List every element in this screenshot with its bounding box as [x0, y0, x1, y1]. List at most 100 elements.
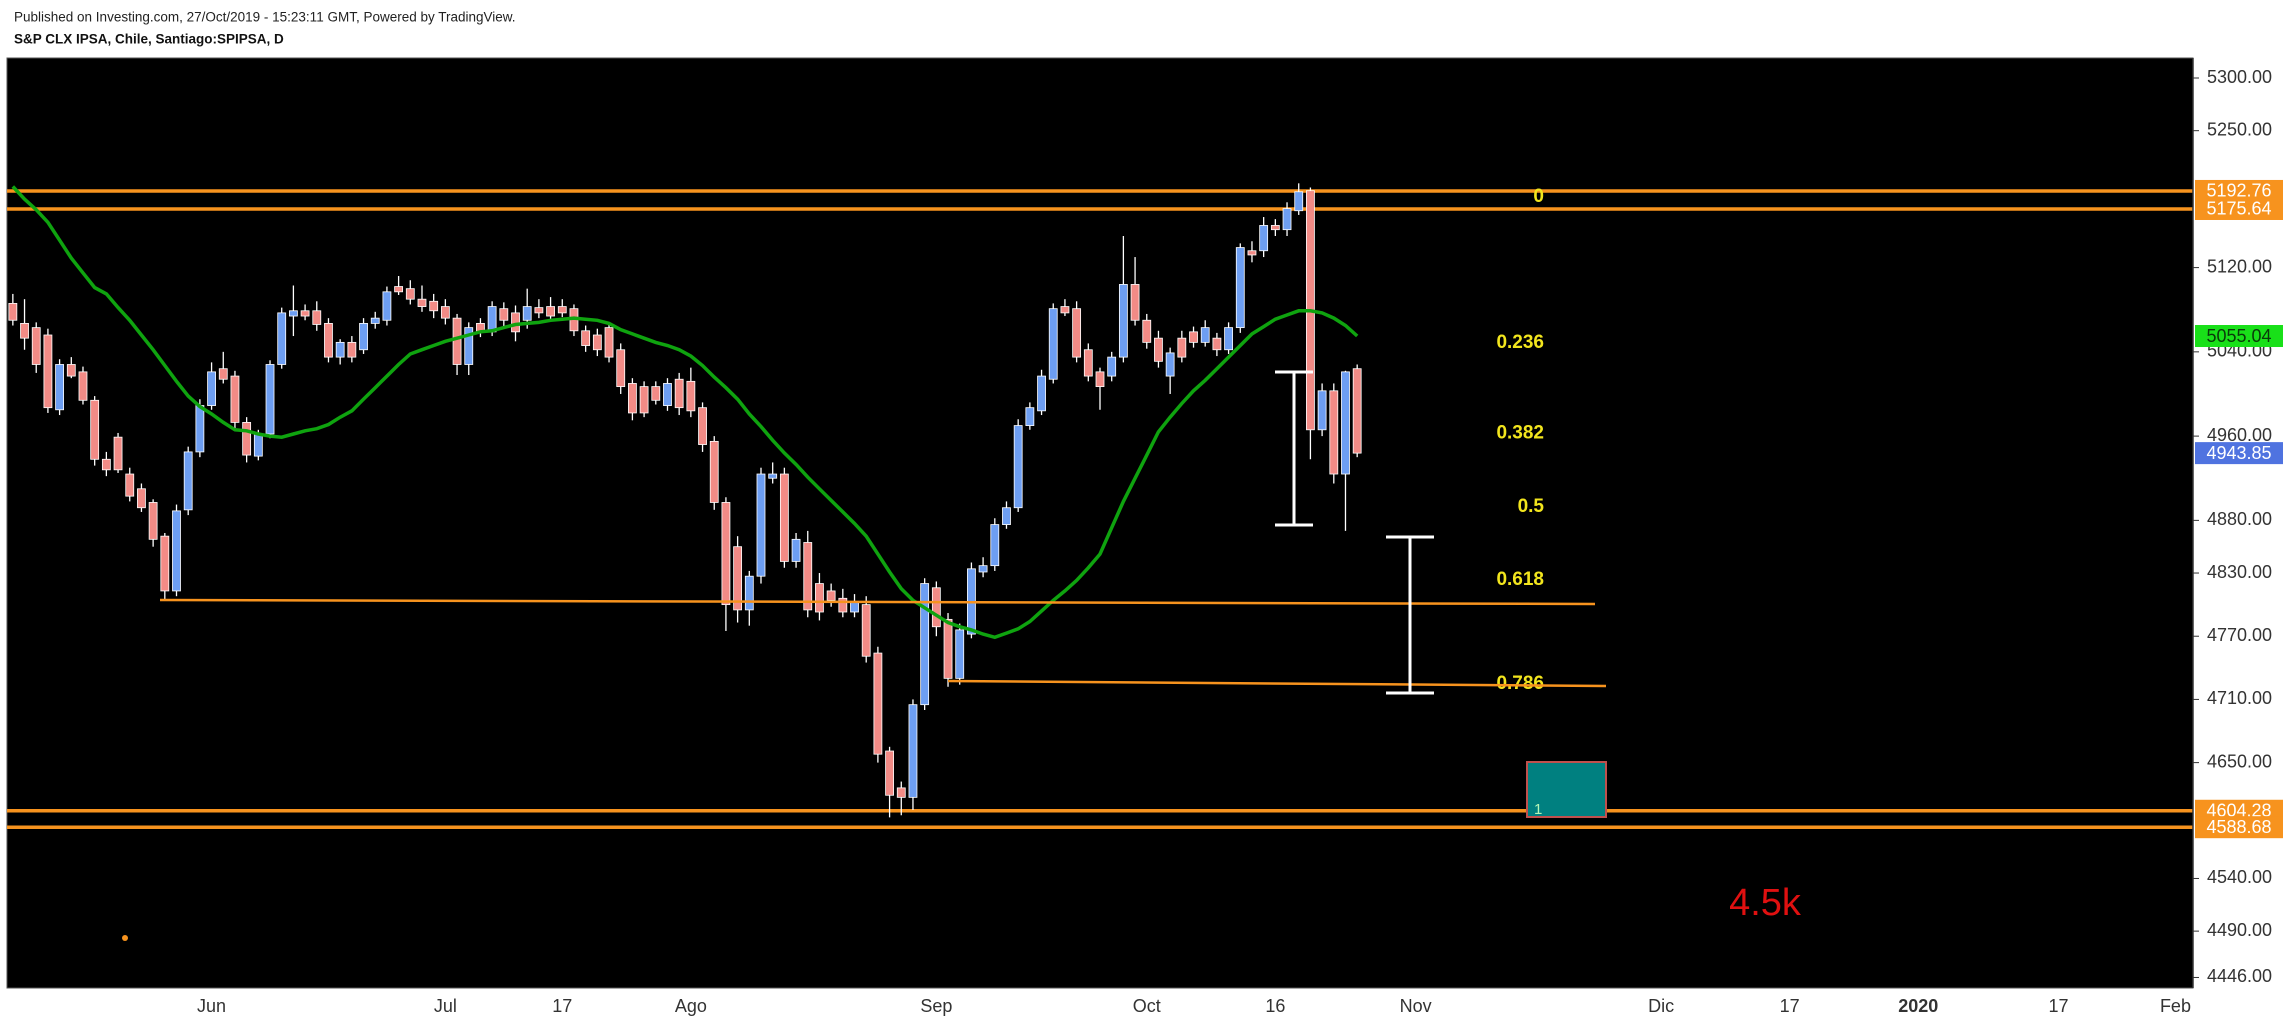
level-price-label-bg [2195, 179, 2283, 202]
candle-body [207, 371, 216, 406]
candle-body [826, 590, 836, 601]
x-tick-label: Oct [1133, 996, 1161, 1016]
candle-body [686, 380, 696, 412]
level-price-label-bg [2195, 197, 2283, 220]
fib-label: 0.236 [1496, 332, 1544, 353]
x-tick-label: 17 [552, 996, 572, 1016]
candle-body [850, 602, 859, 613]
y-tick-label: 5250.00 [2207, 119, 2272, 139]
candle-body [8, 303, 18, 321]
candle-body [1352, 368, 1362, 454]
candle-body [990, 524, 1000, 567]
symbol-title: S&P CLX IPSA, Chile, Santiago:SPIPSA, D [14, 32, 284, 47]
candle-body [1259, 225, 1269, 252]
candle-body [1095, 371, 1105, 388]
candle-body [1154, 337, 1163, 362]
candle-body [429, 300, 439, 312]
y-tick-label: 4540.00 [2207, 867, 2272, 887]
x-tick-label: 16 [1265, 996, 1285, 1016]
candle-body [242, 422, 252, 456]
candle-body [78, 371, 88, 401]
candle-body [709, 440, 719, 503]
candle-body [464, 327, 474, 365]
candle-body [1002, 507, 1011, 525]
time-axis [0, 989, 2288, 1026]
candle-body [43, 334, 53, 409]
fib-label: 0.786 [1496, 673, 1544, 694]
candle-body [943, 618, 953, 679]
last-price-label-bg [2195, 442, 2283, 465]
x-tick-label: Jun [197, 996, 226, 1016]
candle-body [417, 298, 427, 307]
candle-body [1130, 284, 1140, 321]
candle-body [300, 310, 310, 317]
y-tick-label: 4490.00 [2207, 920, 2272, 940]
candle-body [324, 323, 333, 358]
candle-body [1025, 407, 1035, 426]
candle-body [1247, 250, 1257, 256]
candle-body [815, 583, 824, 613]
candle-body [908, 704, 918, 798]
x-tick-label: 17 [2049, 996, 2069, 1016]
candle-body [1212, 337, 1222, 351]
candle-body [195, 405, 205, 453]
candle-body [1013, 425, 1023, 509]
candle-body [885, 750, 894, 796]
x-tick-label: Jul [434, 996, 457, 1016]
candle-body [1224, 327, 1233, 351]
candle-body [452, 317, 462, 365]
candle-body [160, 535, 170, 592]
candle-body [1317, 390, 1327, 431]
x-tick-label: Feb [2160, 996, 2191, 1016]
y-tick-label: 4446.00 [2207, 966, 2272, 986]
candle-body [534, 307, 544, 314]
measure-bracket [1386, 535, 1434, 695]
candle-body [1329, 390, 1339, 475]
candle-body [861, 604, 871, 657]
marker-dot [122, 935, 128, 941]
candle-body [382, 291, 392, 321]
level-price-label: 4588.68 [2206, 817, 2271, 837]
y-tick-label: 4710.00 [2207, 688, 2272, 708]
level-price-label: 5175.64 [2206, 199, 2271, 219]
candle-body [768, 473, 778, 479]
candle-body [125, 473, 135, 497]
candle-body [604, 327, 614, 358]
target-box [1526, 761, 1607, 818]
candle-body [218, 368, 228, 380]
candle-body [101, 458, 111, 471]
moving-average [11, 185, 1359, 640]
x-tick-label: Sep [920, 996, 952, 1016]
plot-layer: 0 0.236 0.382 0.5 0.618 0.786 [7, 183, 2193, 829]
y-tick-label: 4830.00 [2207, 562, 2272, 582]
candle-body [896, 787, 906, 798]
fib-label: 0.618 [1496, 569, 1544, 590]
fib-label: 0.5 [1518, 496, 1545, 517]
y-tick-label: 5300.00 [2207, 67, 2272, 87]
candle-body [616, 349, 626, 388]
candle-body [137, 488, 146, 509]
y-tick-label: 4960.00 [2207, 425, 2272, 445]
sma-price-label: 5055.04 [2206, 326, 2271, 346]
candle-body [90, 399, 100, 460]
x-tick-label: 2020 [1898, 996, 1938, 1016]
target-annotation: 4.5k [1729, 882, 1802, 924]
candle-body [1037, 375, 1046, 412]
support-trendline [947, 679, 1607, 688]
candle-body [1235, 247, 1245, 329]
candle-body [733, 546, 743, 611]
candle-body [31, 327, 41, 365]
candle-body [113, 436, 123, 471]
fib-label: 0.382 [1496, 423, 1544, 444]
candle-body [335, 341, 345, 358]
y-tick-label: 5120.00 [2207, 256, 2272, 276]
candle-body [674, 378, 684, 409]
candle-body [1270, 225, 1280, 231]
candle-body [1341, 371, 1350, 475]
candle-body [639, 386, 649, 414]
candle-body [1060, 306, 1070, 314]
candle-body [803, 542, 813, 611]
candle-body [370, 317, 380, 324]
